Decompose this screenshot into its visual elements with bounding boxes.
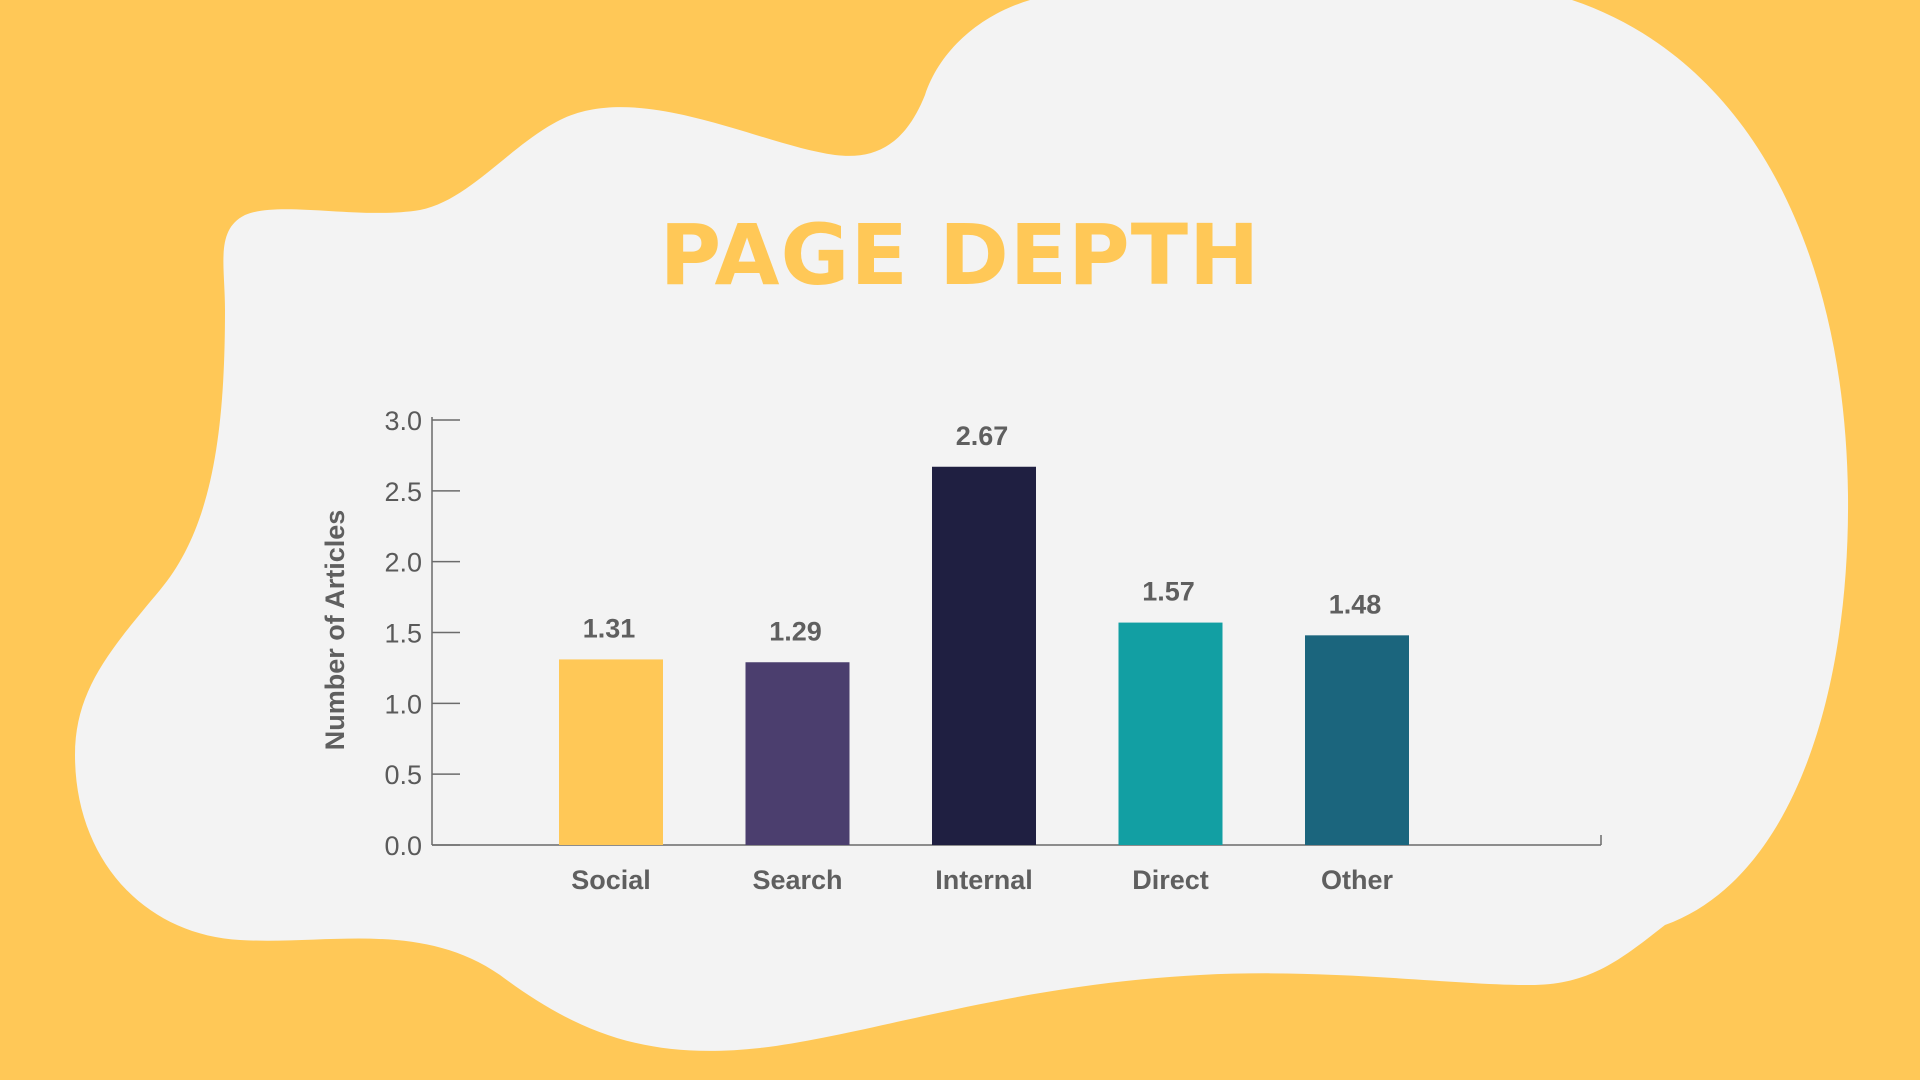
y-tick-label: 0.5 — [384, 760, 422, 790]
chart-bars — [559, 466, 1409, 845]
chart-axes: 0.0 0.5 1.0 1.5 2.0 2.5 3.0 Number of Articles — [320, 406, 1602, 861]
y-axis-title: Number of Articles — [320, 510, 350, 751]
category-label: Search — [752, 865, 842, 895]
y-tick-label: 2.5 — [384, 477, 422, 507]
category-label: Direct — [1132, 865, 1209, 895]
y-tick-label: 2.0 — [384, 548, 422, 578]
category-label: Internal — [935, 865, 1033, 895]
value-label: 1.31 — [583, 613, 636, 643]
category-label: Other — [1321, 865, 1394, 895]
y-tick-label: 3.0 — [384, 406, 422, 436]
y-tick-label: 1.0 — [384, 689, 422, 719]
value-label: 1.57 — [1142, 577, 1195, 607]
bar-social — [559, 659, 663, 845]
y-tick-label: 0.0 — [384, 831, 422, 861]
value-label: 1.29 — [769, 616, 822, 646]
chart-labels: 1.31 Social 1.29 Search 2.67 Internal 1.57 Dire… — [571, 421, 1393, 895]
category-label: Social — [571, 865, 651, 895]
bar-other — [1305, 635, 1409, 845]
bar-search — [745, 662, 850, 845]
bar-internal — [932, 466, 1036, 845]
chart-title: PAGE DEPTH — [659, 206, 1261, 304]
bar-direct — [1118, 622, 1223, 845]
value-label: 1.48 — [1329, 589, 1382, 619]
y-tick-label: 1.5 — [384, 619, 422, 649]
value-label: 2.67 — [956, 421, 1009, 451]
